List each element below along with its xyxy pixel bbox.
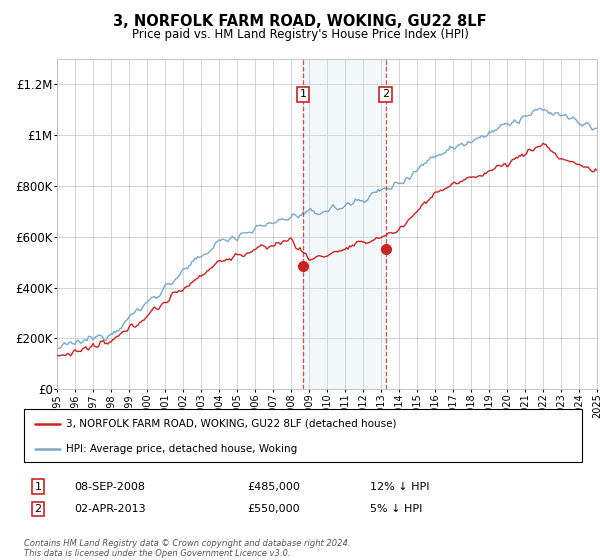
Text: 3, NORFOLK FARM ROAD, WOKING, GU22 8LF (detached house): 3, NORFOLK FARM ROAD, WOKING, GU22 8LF (… (66, 419, 397, 429)
Text: Contains HM Land Registry data © Crown copyright and database right 2024.
This d: Contains HM Land Registry data © Crown c… (24, 539, 350, 558)
FancyBboxPatch shape (24, 409, 582, 462)
Text: 2: 2 (34, 504, 41, 514)
Text: 1: 1 (34, 482, 41, 492)
Text: £485,000: £485,000 (247, 482, 300, 492)
Text: £550,000: £550,000 (247, 504, 300, 514)
Text: 2: 2 (382, 90, 389, 99)
Text: 12% ↓ HPI: 12% ↓ HPI (370, 482, 430, 492)
Bar (303, 59, 385, 389)
Text: HPI: Average price, detached house, Woking: HPI: Average price, detached house, Woki… (66, 444, 297, 454)
Text: 08-SEP-2008: 08-SEP-2008 (74, 482, 145, 492)
Text: 1: 1 (299, 90, 307, 99)
Text: 3, NORFOLK FARM ROAD, WOKING, GU22 8LF: 3, NORFOLK FARM ROAD, WOKING, GU22 8LF (113, 14, 487, 29)
Text: 5% ↓ HPI: 5% ↓ HPI (370, 504, 422, 514)
Text: Price paid vs. HM Land Registry's House Price Index (HPI): Price paid vs. HM Land Registry's House … (131, 28, 469, 41)
Text: 02-APR-2013: 02-APR-2013 (74, 504, 146, 514)
